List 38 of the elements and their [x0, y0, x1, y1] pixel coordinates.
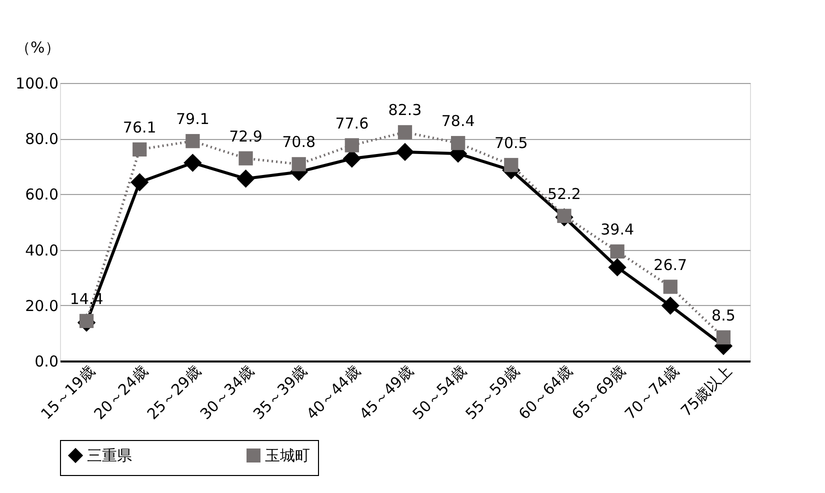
data-label: 70.8 [282, 133, 316, 152]
point [236, 170, 255, 188]
point [130, 173, 149, 192]
data-label: 39.4 [600, 220, 634, 238]
data-label: 82.3 [388, 101, 422, 120]
y-tick-label: 80.0 [25, 130, 58, 148]
point [396, 142, 414, 162]
data-label: 52.2 [548, 184, 581, 203]
point [661, 296, 680, 315]
data-label: 72.9 [229, 127, 262, 146]
point [451, 136, 466, 150]
y-tick-label: 100.0 [16, 74, 58, 92]
y-tick-label: 0.0 [34, 352, 58, 370]
data-label: 26.7 [654, 256, 688, 274]
point [344, 138, 359, 152]
point [610, 244, 624, 259]
legend-label: 玉城町 [265, 446, 310, 465]
y-tick-label: 60.0 [25, 186, 58, 204]
point [608, 258, 626, 276]
point [186, 134, 200, 148]
y-tick-label: 20.0 [25, 296, 58, 315]
point [132, 142, 147, 157]
point [238, 151, 253, 166]
data-label: 76.1 [122, 118, 156, 136]
point [504, 158, 518, 172]
y-axis-title: （%） [16, 38, 60, 56]
data-label: 70.5 [494, 134, 528, 152]
y-tick-label: 40.0 [25, 241, 58, 260]
point [184, 154, 202, 172]
point [398, 125, 412, 140]
data-label: 78.4 [441, 112, 475, 130]
legend-label: 三重県 [87, 446, 132, 465]
point [292, 157, 306, 172]
data-label: 8.5 [712, 306, 736, 324]
data-label: 79.1 [176, 110, 210, 128]
data-label: 77.6 [335, 114, 369, 132]
point [663, 280, 678, 294]
point [716, 330, 731, 344]
